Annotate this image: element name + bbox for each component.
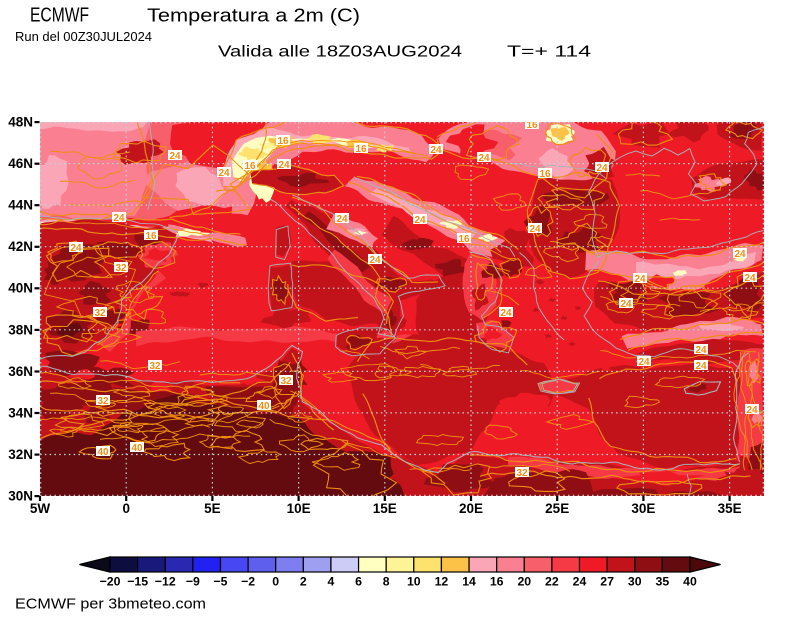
svg-text:24: 24	[596, 163, 608, 174]
svg-text:24: 24	[113, 213, 125, 224]
svg-text:T=+ 114: T=+ 114	[507, 44, 591, 61]
svg-text:0: 0	[272, 575, 279, 589]
svg-text:32: 32	[516, 468, 528, 479]
svg-text:16: 16	[244, 161, 256, 172]
svg-text:30: 30	[628, 575, 642, 589]
svg-text:24: 24	[634, 274, 646, 285]
svg-text:44N: 44N	[8, 198, 33, 213]
svg-text:12: 12	[435, 575, 449, 589]
svg-text:24: 24	[278, 160, 290, 171]
svg-text:−5: −5	[213, 575, 227, 589]
svg-text:−15: −15	[127, 575, 148, 589]
svg-text:16: 16	[539, 169, 551, 180]
svg-text:42N: 42N	[8, 239, 33, 254]
svg-text:5W: 5W	[30, 501, 51, 516]
svg-text:24: 24	[336, 214, 348, 225]
svg-text:2: 2	[300, 575, 307, 589]
svg-text:35: 35	[656, 575, 670, 589]
svg-text:32: 32	[149, 361, 161, 372]
svg-text:16: 16	[145, 231, 157, 242]
svg-text:24: 24	[734, 249, 746, 260]
svg-text:25E: 25E	[545, 501, 569, 516]
svg-text:24: 24	[70, 243, 82, 254]
svg-text:27: 27	[600, 575, 614, 589]
svg-text:8: 8	[383, 575, 390, 589]
svg-text:6: 6	[355, 575, 362, 589]
svg-text:16: 16	[490, 575, 504, 589]
svg-text:32: 32	[115, 263, 127, 274]
svg-text:32: 32	[280, 376, 292, 387]
svg-text:20E: 20E	[459, 501, 483, 516]
svg-text:22: 22	[545, 575, 559, 589]
svg-text:34N: 34N	[8, 405, 33, 420]
svg-text:16: 16	[355, 144, 367, 155]
svg-text:30N: 30N	[8, 489, 33, 504]
svg-text:48N: 48N	[8, 115, 33, 130]
svg-text:24: 24	[169, 151, 181, 162]
svg-text:32: 32	[97, 396, 109, 407]
svg-text:36N: 36N	[8, 364, 33, 379]
svg-text:Run del 00Z30JUL2024: Run del 00Z30JUL2024	[15, 29, 152, 44]
svg-text:5E: 5E	[204, 501, 221, 516]
svg-text:24: 24	[218, 168, 230, 179]
svg-text:10: 10	[407, 575, 421, 589]
svg-text:30E: 30E	[631, 501, 655, 516]
svg-text:24: 24	[369, 255, 381, 266]
svg-text:20: 20	[517, 575, 531, 589]
svg-text:−9: −9	[186, 575, 200, 589]
svg-text:40N: 40N	[8, 281, 33, 296]
svg-text:−20: −20	[100, 575, 121, 589]
svg-text:16: 16	[458, 234, 470, 245]
svg-text:ECMWF: ECMWF	[30, 4, 89, 27]
svg-text:10E: 10E	[287, 501, 311, 516]
svg-text:−2: −2	[241, 575, 255, 589]
svg-text:4: 4	[328, 575, 335, 589]
svg-text:24: 24	[430, 145, 442, 156]
svg-text:24: 24	[746, 405, 758, 416]
svg-text:−12: −12	[155, 575, 176, 589]
svg-text:0: 0	[122, 501, 130, 516]
svg-text:14: 14	[462, 575, 476, 589]
svg-text:40: 40	[131, 443, 143, 454]
svg-text:16: 16	[277, 136, 289, 147]
svg-text:35E: 35E	[718, 501, 742, 516]
svg-text:24: 24	[695, 345, 707, 356]
svg-text:40: 40	[97, 447, 109, 458]
svg-text:24: 24	[638, 357, 650, 368]
svg-text:32: 32	[94, 308, 106, 319]
svg-text:16: 16	[526, 120, 538, 131]
svg-text:40: 40	[683, 575, 697, 589]
svg-text:ECMWF per 3bmeteo.com: ECMWF per 3bmeteo.com	[15, 596, 206, 613]
svg-text:24: 24	[573, 575, 587, 589]
svg-text:46N: 46N	[8, 156, 33, 171]
svg-text:24: 24	[695, 361, 707, 372]
svg-text:Valida alle 18Z03AUG2024: Valida alle 18Z03AUG2024	[218, 44, 462, 61]
svg-text:24: 24	[478, 153, 490, 164]
svg-text:24: 24	[414, 215, 426, 226]
svg-text:38N: 38N	[8, 322, 33, 337]
svg-text:15E: 15E	[373, 501, 397, 516]
svg-text:24: 24	[500, 308, 512, 319]
svg-text:Temperatura a 2m (C): Temperatura a 2m (C)	[147, 5, 360, 26]
svg-text:24: 24	[529, 224, 541, 235]
svg-text:32N: 32N	[8, 447, 33, 462]
svg-text:24: 24	[744, 273, 756, 284]
svg-text:24: 24	[620, 299, 632, 310]
svg-text:40: 40	[258, 401, 270, 412]
